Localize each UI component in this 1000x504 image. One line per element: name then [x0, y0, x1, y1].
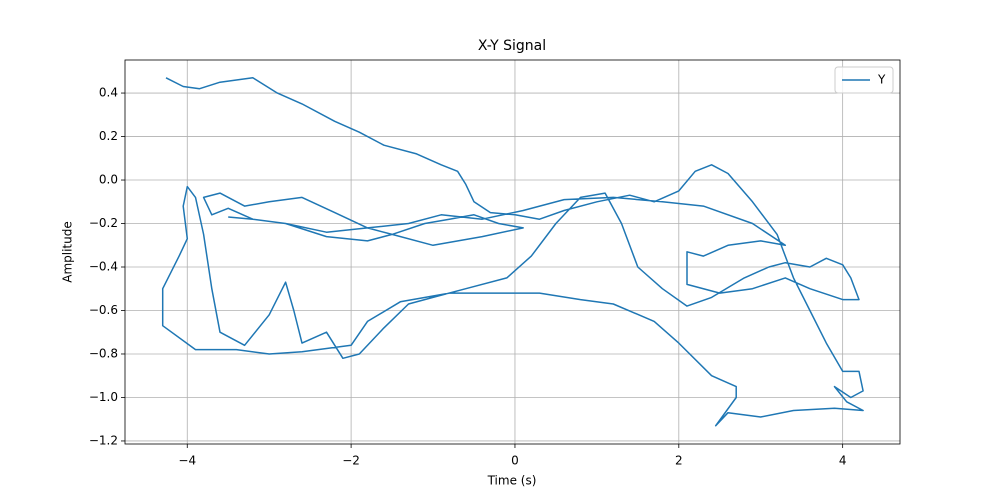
y-tick-label: −0.6	[89, 303, 118, 317]
x-tick-label: 2	[675, 454, 683, 468]
plot-frame	[124, 59, 901, 445]
y-tick-label: 0.2	[99, 129, 118, 143]
y-tick-label: −0.8	[89, 346, 118, 360]
x-tick-label: −2	[342, 454, 360, 468]
x-tick-label: 4	[839, 454, 847, 468]
y-axis-label: Amplitude	[61, 221, 75, 283]
data-line	[161, 77, 864, 427]
x-tick-label: −4	[178, 454, 196, 468]
x-axis-label: Time (s)	[487, 474, 537, 488]
y-tick-label: −0.4	[89, 260, 118, 274]
legend-label: Y	[877, 73, 886, 87]
y-tick-label: −1.2	[89, 433, 118, 447]
y-tick-label: 0.4	[99, 86, 118, 100]
chart-title: X-Y Signal	[478, 38, 546, 54]
y-tick-label: 0.0	[99, 173, 118, 187]
y-tick-label: −0.2	[89, 216, 118, 230]
y-tick-label: −1.0	[89, 390, 118, 404]
x-tick-label: 0	[511, 454, 519, 468]
